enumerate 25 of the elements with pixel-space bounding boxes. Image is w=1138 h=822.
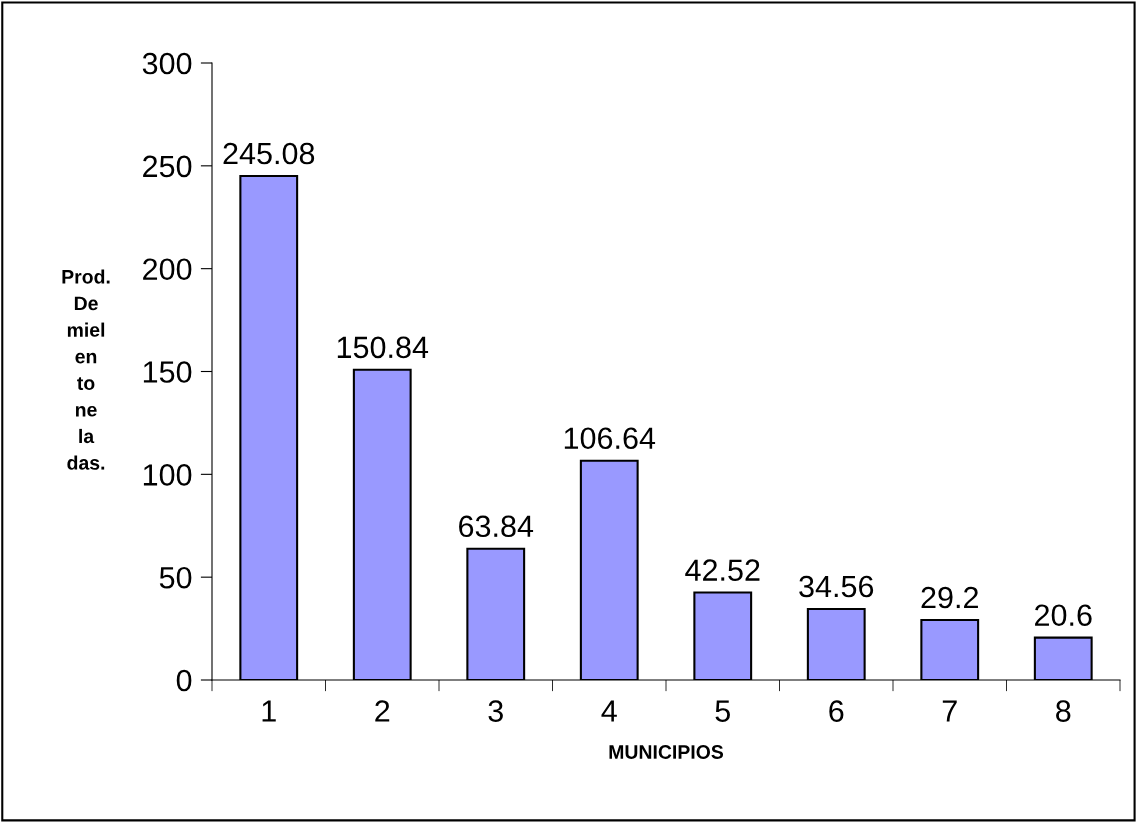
x-tick-label: 3 (488, 700, 503, 722)
x-tick-label: 4 (601, 700, 617, 722)
y-tick-label: 50 (159, 566, 192, 589)
data-label: 63.84 (459, 515, 534, 538)
y-tick-label: 200 (143, 258, 192, 281)
data-label: 150.84 (337, 336, 429, 359)
data-label: 245.08 (223, 142, 315, 165)
y-tick-label: 150 (143, 361, 192, 383)
x-axis-title: MUNICIPIOS (609, 745, 724, 759)
x-tick-label: 7 (942, 700, 957, 722)
data-label: 20.6 (1035, 604, 1092, 627)
x-tick-label: 5 (715, 700, 730, 722)
y-tick-label: 300 (142, 52, 192, 75)
data-label: 34.56 (799, 575, 874, 598)
y-tick-label: 0 (176, 669, 192, 692)
data-label: 29.2 (921, 586, 978, 609)
data-label: 106.64 (564, 427, 656, 450)
data-label: 42.52 (685, 559, 760, 581)
x-tick-label: 8 (1056, 700, 1071, 722)
x-tick-label: 2 (375, 700, 390, 722)
x-tick-label: 1 (262, 700, 276, 722)
y-tick-label: 100 (143, 464, 192, 486)
y-tick-label: 250 (143, 155, 192, 178)
x-tick-label: 6 (829, 700, 844, 722)
y-axis-title: Prod. De miel en to ne la das. (62, 269, 110, 470)
